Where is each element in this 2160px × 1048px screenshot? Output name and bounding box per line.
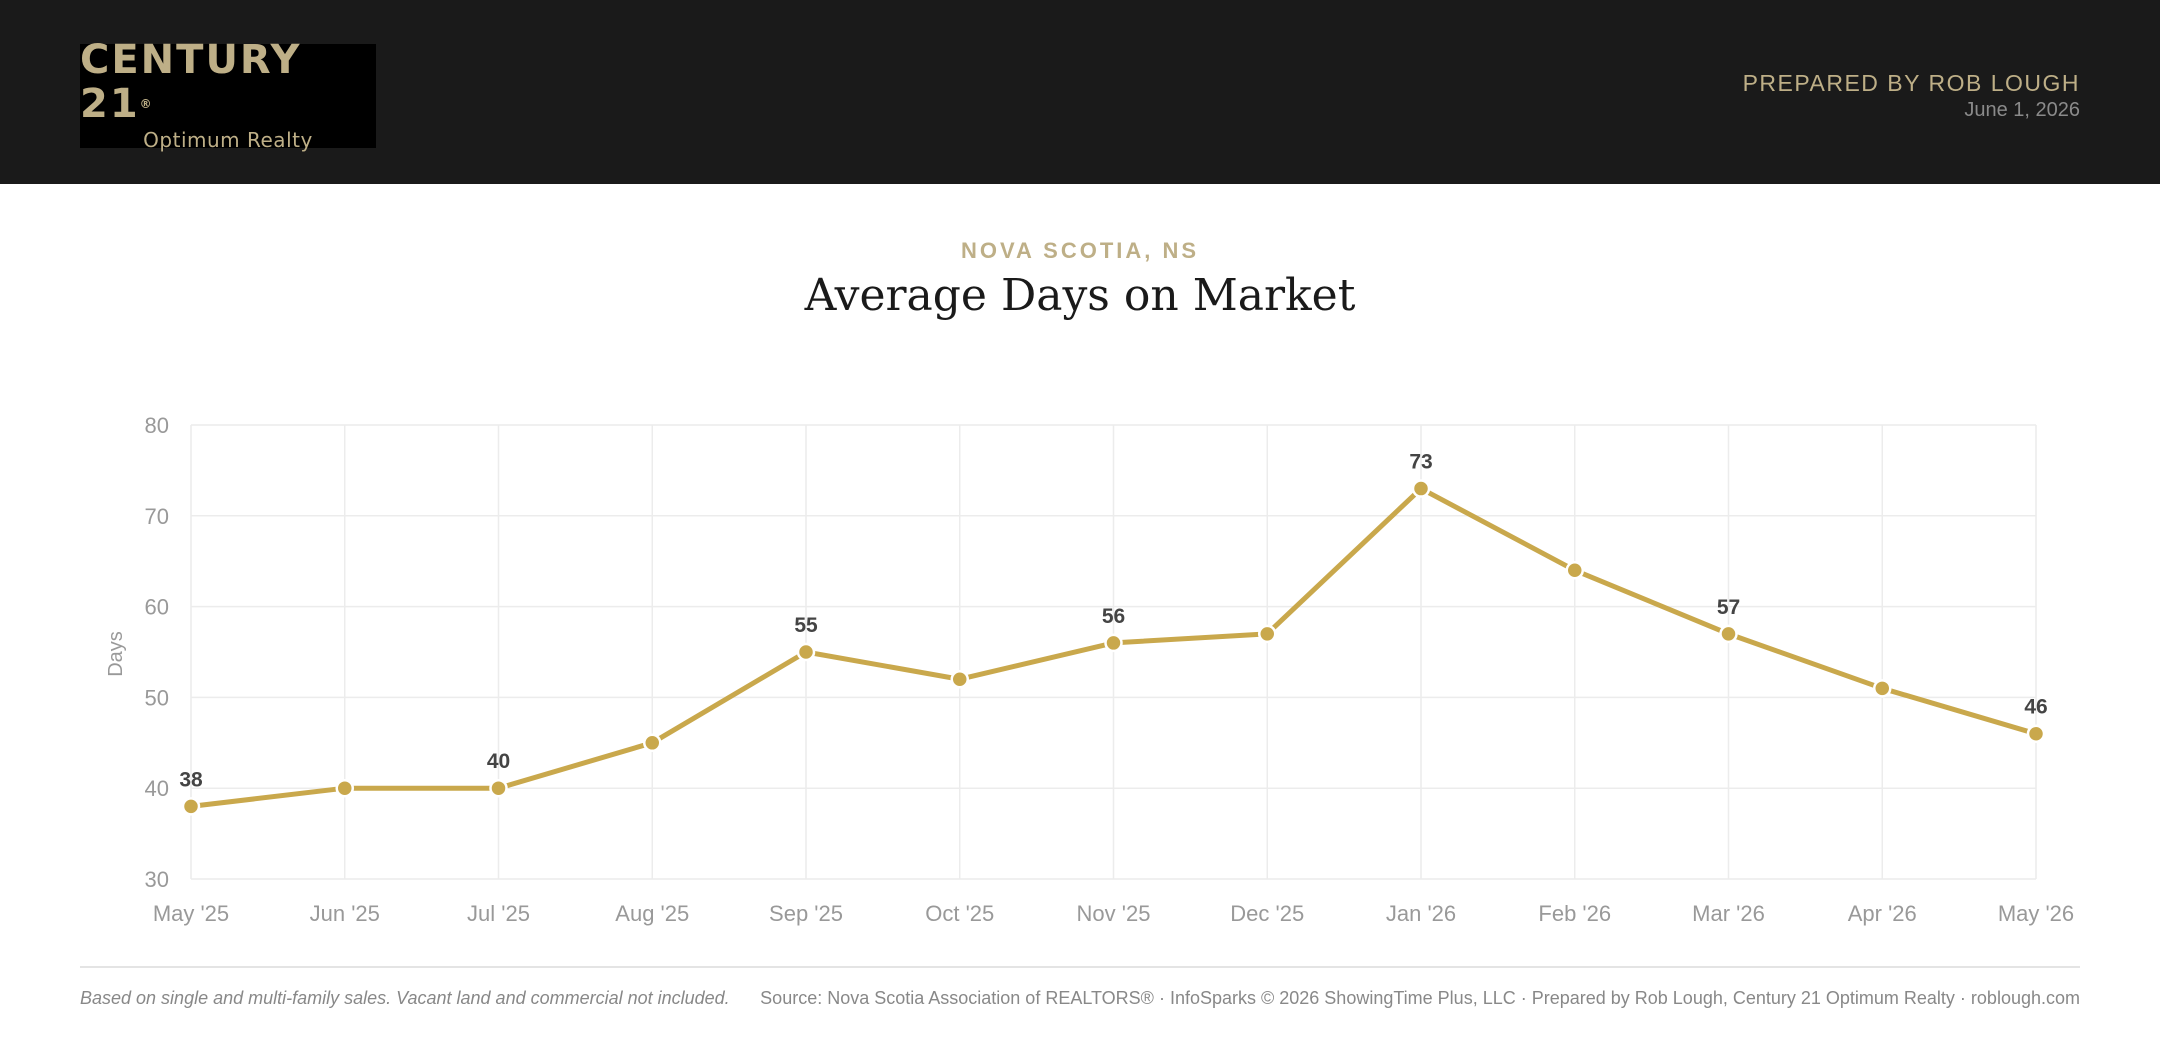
y-tick-label: 70 bbox=[145, 504, 169, 529]
footer-note: Based on single and multi-family sales. … bbox=[80, 988, 730, 1008]
data-point bbox=[489, 778, 508, 798]
y-tick-label: 30 bbox=[145, 867, 169, 892]
report-header: CENTURY 21® Optimum Realty PREPARED BY R… bbox=[0, 0, 2160, 184]
data-point bbox=[950, 669, 969, 689]
logo-brand: CENTURY 21® bbox=[80, 38, 376, 126]
data-point bbox=[796, 642, 816, 662]
century21-logo: CENTURY 21® Optimum Realty bbox=[80, 38, 376, 152]
registered-mark: ® bbox=[139, 97, 154, 111]
data-point bbox=[1104, 633, 1123, 653]
x-tick-label: May '25 bbox=[153, 901, 229, 926]
x-tick-label: Oct '25 bbox=[925, 901, 994, 926]
x-tick-label: Sep '25 bbox=[769, 901, 843, 926]
x-tick-label: May '26 bbox=[1998, 901, 2074, 926]
data-point bbox=[335, 778, 354, 798]
footer-source: Source: Nova Scotia Association of REALT… bbox=[760, 988, 2080, 1008]
data-point bbox=[1873, 679, 1892, 698]
data-point bbox=[2026, 724, 2046, 743]
data-label: 57 bbox=[1717, 596, 1740, 619]
data-points bbox=[181, 479, 2046, 816]
data-label: 40 bbox=[487, 750, 510, 773]
y-axis-ticks: 30 40 50 60 70 80 bbox=[145, 413, 169, 892]
x-tick-label: Mar '26 bbox=[1692, 901, 1765, 926]
y-tick-label: 80 bbox=[145, 413, 169, 438]
data-point bbox=[1411, 479, 1431, 498]
x-tick-label: Jan '26 bbox=[1386, 901, 1456, 926]
footer-divider bbox=[80, 966, 2080, 968]
data-label: 56 bbox=[1102, 605, 1125, 628]
data-point bbox=[1719, 624, 1738, 644]
x-tick-label: Apr '26 bbox=[1848, 901, 1917, 926]
prepared-by: PREPARED BY ROB LOUGH bbox=[1742, 70, 2080, 96]
data-label: 38 bbox=[179, 768, 203, 791]
logo-subtitle: Optimum Realty bbox=[143, 128, 313, 152]
data-point bbox=[181, 797, 201, 816]
x-tick-label: Jun '25 bbox=[310, 901, 380, 926]
logo-brand-text: CENTURY 21 bbox=[80, 37, 302, 127]
data-label: 73 bbox=[1409, 451, 1432, 474]
x-tick-label: Aug '25 bbox=[615, 901, 689, 926]
data-point bbox=[1565, 561, 1584, 580]
data-label: 55 bbox=[794, 614, 818, 637]
data-point bbox=[1258, 624, 1277, 644]
line-chart: 30 40 50 60 70 80 May '25 Jun '25 Jul '25 Aug '2… bbox=[105, 413, 2074, 926]
x-tick-label: Jul '25 bbox=[467, 901, 530, 926]
data-point bbox=[643, 733, 662, 753]
report-date: June 1, 2026 bbox=[1964, 99, 2080, 121]
x-axis-ticks: May '25 Jun '25 Jul '25 Aug '25 Sep '25 Oct '… bbox=[153, 901, 2074, 926]
x-tick-label: Feb '26 bbox=[1538, 901, 1611, 926]
x-tick-label: Nov '25 bbox=[1077, 901, 1151, 926]
y-tick-label: 60 bbox=[145, 595, 169, 620]
y-tick-label: 50 bbox=[145, 685, 169, 710]
chart-title: Average Days on Market bbox=[804, 270, 1356, 321]
x-tick-label: Dec '25 bbox=[1230, 901, 1304, 926]
y-tick-label: 40 bbox=[145, 776, 169, 801]
data-label: 46 bbox=[2024, 696, 2047, 719]
y-axis-label: Days bbox=[105, 631, 127, 677]
data-labels: 38 40 55 56 73 57 46 bbox=[179, 451, 2047, 792]
region-subtitle: NOVA SCOTIA, NS bbox=[960, 238, 1200, 263]
prepared-block: PREPARED BY ROB LOUGH June 1, 2026 bbox=[1743, 68, 2080, 122]
